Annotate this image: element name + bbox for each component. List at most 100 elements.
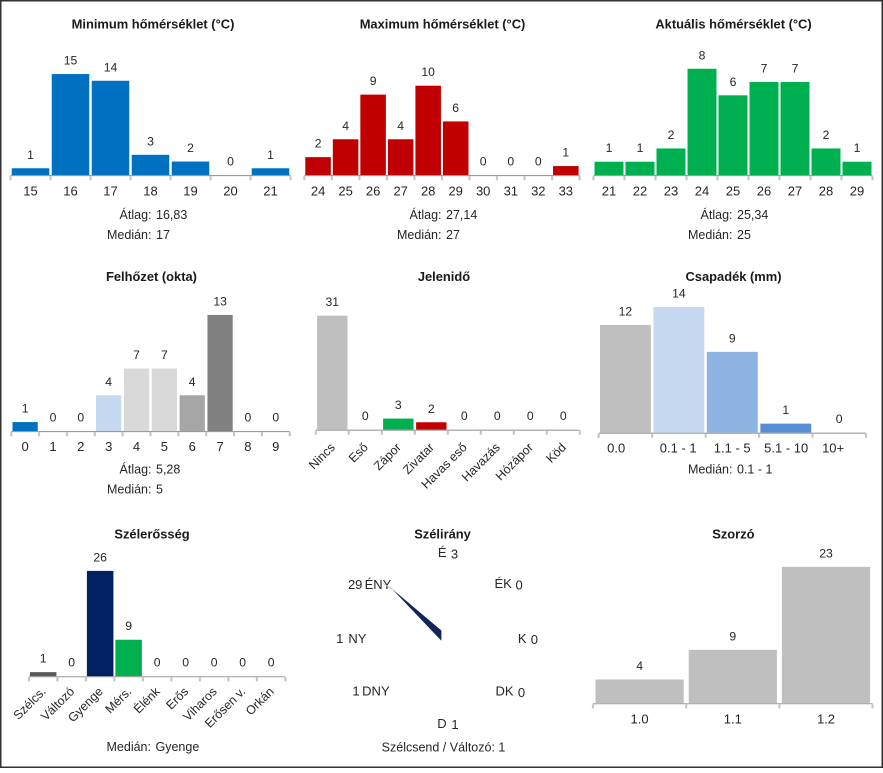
svg-text:1: 1 (267, 148, 274, 162)
svg-text:31: 31 (326, 295, 340, 309)
svg-text:4: 4 (133, 439, 140, 454)
svg-text:30: 30 (476, 184, 490, 199)
svg-text:32: 32 (531, 184, 545, 199)
svg-text:Maximum hőmérséklet (°C): Maximum hőmérséklet (°C) (360, 16, 526, 31)
svg-text:0: 0 (527, 409, 534, 423)
svg-text:28: 28 (819, 184, 833, 199)
svg-text:4: 4 (342, 119, 349, 133)
svg-text:1: 1 (562, 146, 569, 160)
svg-text:15: 15 (23, 184, 37, 199)
svg-text:Átlag:: Átlag: (120, 207, 152, 222)
svg-text:Medián:: Medián: (688, 463, 732, 477)
svg-text:1: 1 (49, 439, 56, 454)
svg-text:6: 6 (730, 75, 737, 89)
svg-text:14: 14 (104, 60, 118, 74)
svg-text:Medián:: Medián: (107, 228, 151, 242)
svg-text:24: 24 (695, 184, 709, 199)
svg-text:29: 29 (850, 184, 864, 199)
svg-text:5,28: 5,28 (156, 463, 180, 477)
svg-text:9: 9 (729, 331, 736, 345)
svg-text:16,83: 16,83 (156, 208, 187, 222)
svg-text:15: 15 (64, 54, 78, 68)
svg-text:25: 25 (737, 228, 751, 242)
svg-text:1: 1 (27, 148, 34, 162)
svg-text:0: 0 (836, 412, 843, 426)
svg-text:4: 4 (105, 375, 112, 389)
svg-text:0: 0 (507, 155, 514, 169)
svg-text:23: 23 (664, 184, 678, 199)
svg-text:0: 0 (560, 409, 567, 423)
svg-text:0: 0 (77, 411, 84, 425)
svg-text:0: 0 (68, 656, 75, 670)
svg-text:1.2: 1.2 (817, 712, 835, 727)
svg-text:1: 1 (336, 631, 343, 646)
svg-text:0: 0 (268, 656, 275, 670)
svg-text:1: 1 (352, 684, 359, 699)
svg-text:25,34: 25,34 (737, 208, 768, 222)
svg-text:DNY: DNY (362, 684, 390, 699)
svg-text:ÉK: ÉK (495, 576, 513, 591)
svg-text:17: 17 (103, 184, 117, 199)
svg-text:2: 2 (823, 128, 830, 142)
svg-text:21: 21 (263, 184, 277, 199)
svg-text:1.0: 1.0 (631, 712, 649, 727)
svg-text:0: 0 (480, 155, 487, 169)
svg-text:0: 0 (535, 155, 542, 169)
svg-text:3: 3 (451, 547, 458, 562)
svg-text:Medián:: Medián: (107, 740, 151, 754)
svg-text:2: 2 (315, 137, 322, 151)
svg-text:1: 1 (782, 403, 789, 417)
svg-text:2: 2 (428, 402, 435, 416)
svg-text:Aktuális hőmérséklet (°C): Aktuális hőmérséklet (°C) (655, 16, 811, 31)
svg-text:26: 26 (757, 184, 771, 199)
svg-text:0: 0 (227, 155, 234, 169)
svg-text:Felhőzet (okta): Felhőzet (okta) (106, 269, 197, 284)
svg-text:0: 0 (154, 656, 161, 670)
svg-text:Minimum hőmérséklet (°C): Minimum hőmérséklet (°C) (72, 16, 235, 31)
svg-text:0.0: 0.0 (607, 441, 625, 456)
svg-text:Medián:: Medián: (107, 483, 151, 497)
svg-text:7: 7 (133, 348, 140, 362)
svg-text:31: 31 (504, 184, 518, 199)
svg-text:2: 2 (77, 439, 84, 454)
svg-text:9: 9 (272, 439, 279, 454)
svg-text:19: 19 (183, 184, 197, 199)
svg-text:6: 6 (452, 101, 459, 115)
svg-text:26: 26 (366, 184, 380, 199)
svg-text:27,14: 27,14 (446, 208, 477, 222)
svg-text:NY: NY (348, 631, 366, 646)
svg-text:3: 3 (395, 398, 402, 412)
svg-text:1: 1 (637, 141, 644, 155)
svg-text:2: 2 (187, 141, 194, 155)
svg-text:5.1 - 10: 5.1 - 10 (764, 441, 808, 456)
svg-text:27: 27 (393, 184, 407, 199)
svg-text:Gyenge: Gyenge (156, 740, 200, 754)
svg-text:0: 0 (272, 411, 279, 425)
svg-text:10: 10 (421, 65, 435, 79)
svg-text:5: 5 (161, 439, 168, 454)
svg-text:Átlag:: Átlag: (410, 207, 442, 222)
svg-text:0: 0 (182, 656, 189, 670)
svg-text:27: 27 (788, 184, 802, 199)
svg-text:18: 18 (143, 184, 157, 199)
svg-text:8: 8 (699, 48, 706, 62)
svg-text:0: 0 (21, 439, 28, 454)
svg-text:7: 7 (216, 439, 223, 454)
svg-text:16: 16 (63, 184, 77, 199)
svg-text:D: D (437, 716, 446, 731)
svg-text:Szorzó: Szorzó (712, 527, 754, 542)
svg-text:Medián:: Medián: (397, 228, 441, 242)
svg-text:9: 9 (729, 629, 736, 643)
svg-text:14: 14 (672, 287, 686, 301)
svg-text:22: 22 (633, 184, 647, 199)
svg-text:1.1: 1.1 (724, 712, 742, 727)
svg-text:29: 29 (348, 577, 362, 592)
svg-text:9: 9 (125, 619, 132, 633)
svg-text:Jelenidő: Jelenidő (418, 269, 470, 284)
svg-text:0.1 - 1: 0.1 - 1 (660, 441, 697, 456)
svg-text:K: K (518, 631, 527, 646)
svg-text:0: 0 (531, 632, 538, 647)
svg-text:3: 3 (147, 134, 154, 148)
svg-text:0: 0 (494, 409, 501, 423)
svg-text:23: 23 (819, 546, 833, 560)
